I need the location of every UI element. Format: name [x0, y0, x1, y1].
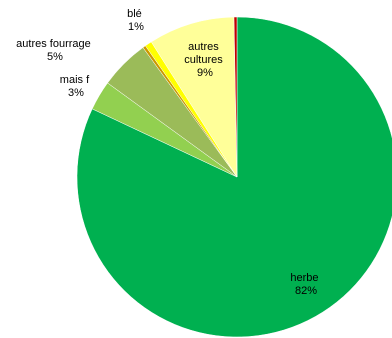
pie-slice-autres-cultures [150, 16, 238, 178]
slice-label-ble: blé 1% [127, 8, 145, 33]
slice-label-herbe: herbe 82% [290, 272, 321, 297]
slice-label-autres-cultures: autres cultures 9% [184, 41, 226, 79]
pie-slice-herbe [76, 16, 392, 338]
pie-labels: herbe 82% mais f 3% autres fourrage 5% b… [16, 8, 321, 297]
pie-slices [76, 16, 392, 338]
slice-label-mais-f: mais f 3% [60, 74, 92, 99]
pie-slice-slice-6 [233, 16, 238, 178]
slice-label-autres-fourrage: autres fourrage 5% [16, 38, 94, 63]
